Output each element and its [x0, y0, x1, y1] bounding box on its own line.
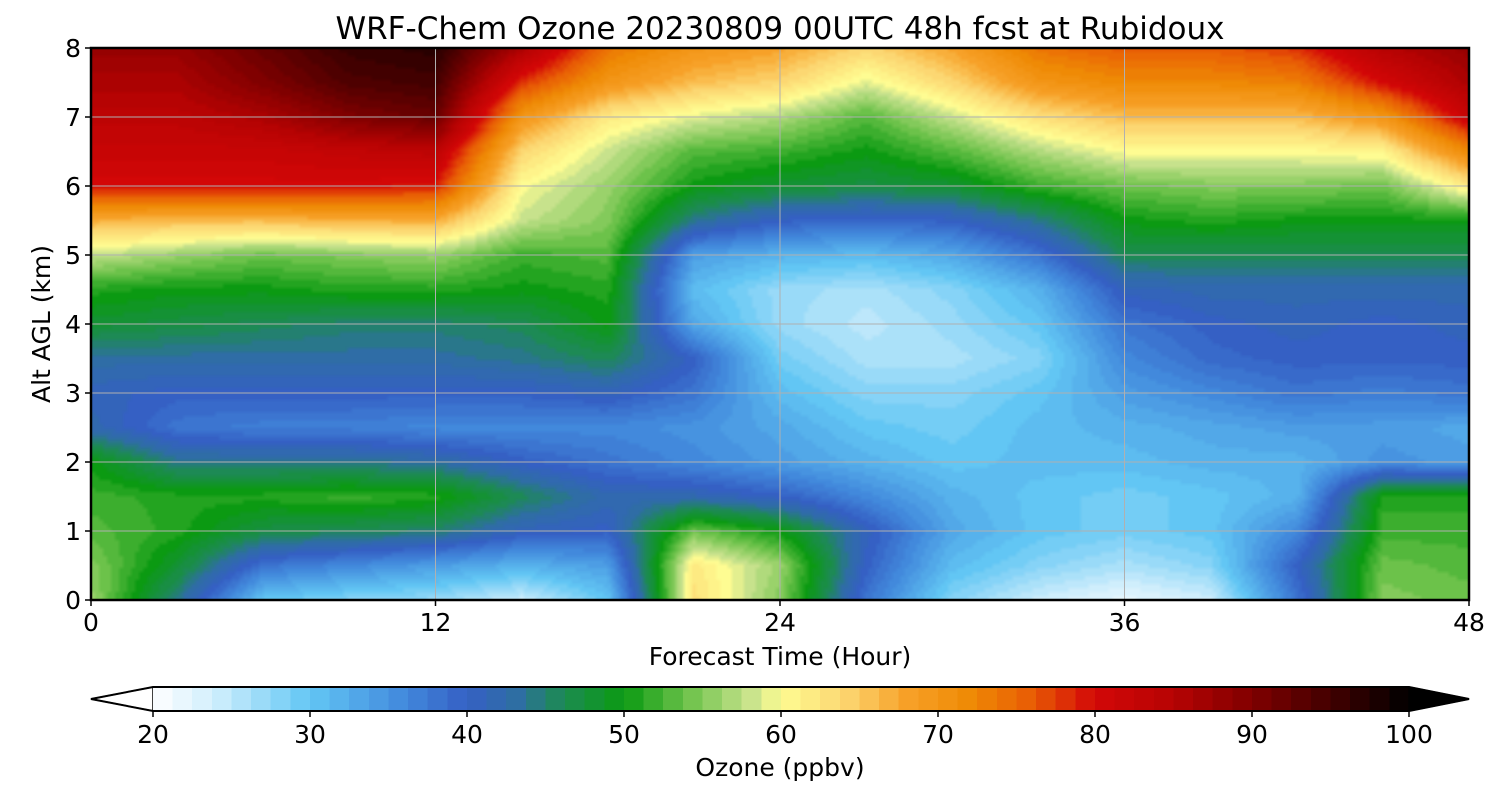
colorbar-tick-label: 20 — [137, 720, 169, 749]
colorbar-ticks: 20 30 40 50 60 70 80 90 100 — [137, 711, 1433, 749]
colorbar-tick-label: 70 — [922, 720, 954, 749]
colorbar-tick-label: 40 — [451, 720, 483, 749]
colorbar-gradient — [153, 687, 1409, 711]
colorbar: 20 30 40 50 60 70 80 90 100 Ozone (ppbv) — [90, 686, 1470, 782]
x-tick-label: 24 — [764, 608, 796, 637]
colorbar-extend-low — [90, 686, 154, 712]
y-axis: 0 1 2 3 4 5 6 7 8 — [65, 34, 91, 615]
colorbar-tick-label: 100 — [1385, 720, 1433, 749]
y-tick-label: 2 — [65, 448, 81, 477]
colorbar-tick-label: 60 — [765, 720, 797, 749]
y-tick-label: 0 — [65, 586, 81, 615]
x-tick-label: 0 — [83, 608, 99, 637]
colorbar-tick-label: 30 — [294, 720, 326, 749]
y-tick-label: 3 — [65, 379, 81, 408]
y-tick-label: 8 — [65, 34, 81, 63]
colorbar-tick-label: 80 — [1079, 720, 1111, 749]
colorbar-extend-high — [1408, 686, 1470, 712]
x-axis: 0 12 24 36 48 — [83, 600, 1485, 637]
x-axis-label: Forecast Time (Hour) — [649, 642, 912, 671]
colorbar-tick-label: 90 — [1236, 720, 1268, 749]
y-tick-label: 1 — [65, 517, 81, 546]
y-tick-label: 6 — [65, 172, 81, 201]
x-tick-label: 48 — [1453, 608, 1485, 637]
x-tick-label: 12 — [420, 608, 452, 637]
y-tick-label: 5 — [65, 241, 81, 270]
y-tick-label: 7 — [65, 103, 81, 132]
colorbar-label: Ozone (ppbv) — [695, 753, 864, 782]
colorbar-tick-label: 50 — [608, 720, 640, 749]
y-axis-label: Alt AGL (km) — [27, 245, 56, 403]
x-tick-label: 36 — [1109, 608, 1141, 637]
plot-area — [89, 46, 1471, 602]
chart-title: WRF-Chem Ozone 20230809 00UTC 48h fcst a… — [335, 11, 1224, 47]
y-tick-label: 4 — [65, 310, 81, 339]
